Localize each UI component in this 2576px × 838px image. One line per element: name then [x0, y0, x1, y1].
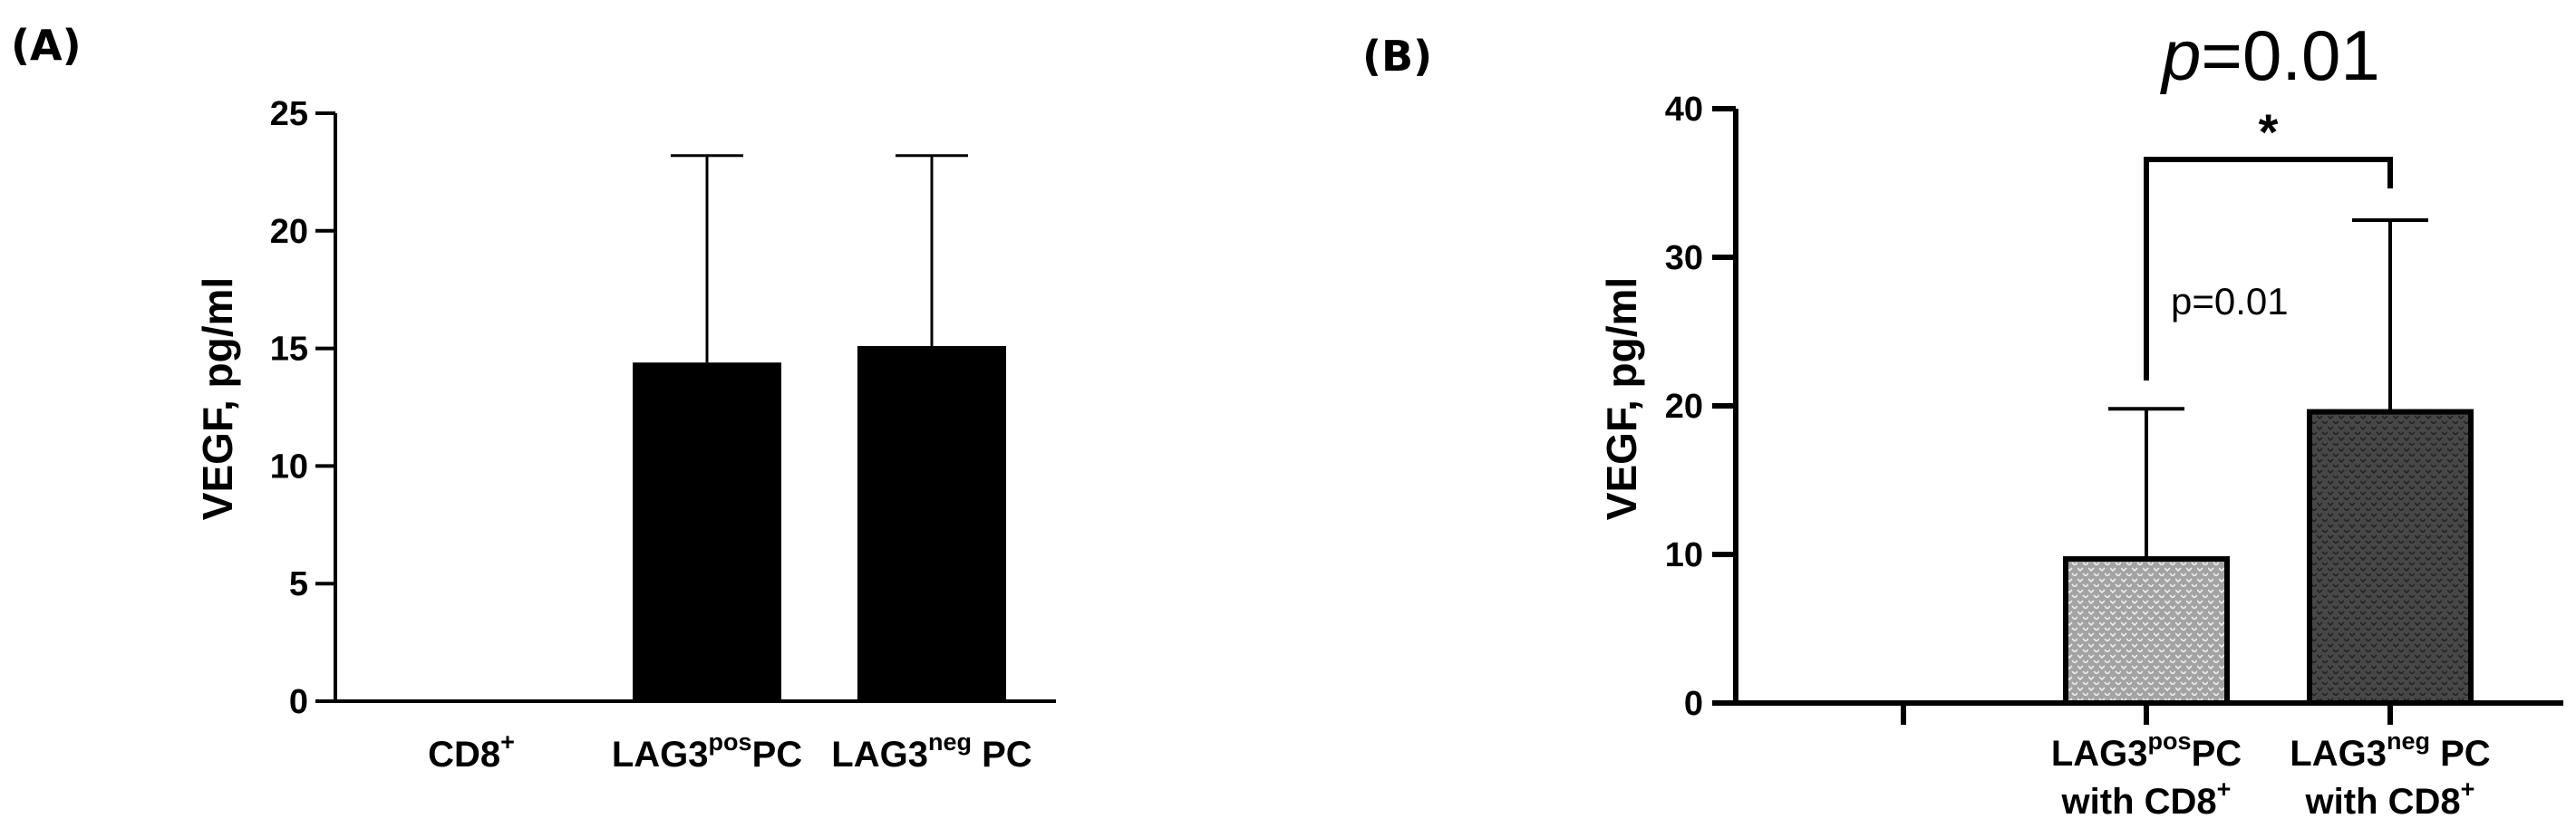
panel-a-category-label: LAG3neg PC: [831, 728, 1031, 775]
panel-b-category-sublabel: with CD8+: [2061, 775, 2232, 822]
panel-a-ytick-label: 25: [270, 95, 308, 133]
panel-a-ytick-label: 20: [270, 213, 308, 251]
panel-a-category-label: LAG3posPC: [612, 728, 802, 775]
panel-b-label: (B): [1362, 32, 1432, 81]
panel-b-bar: [2307, 409, 2474, 706]
panel-a-ytick-label: 10: [270, 448, 308, 486]
panel-a-bar: [633, 362, 781, 701]
panel-a-ytick-label: 0: [289, 683, 308, 721]
panel-a-label: (A): [11, 21, 82, 70]
panel-b-significance-star: *: [2259, 103, 2279, 160]
panel-b-significance-bracket: [2144, 157, 2393, 380]
panel-b-bar: [2063, 555, 2230, 706]
panel-a-ylabel: VEGF, pg/ml: [194, 277, 241, 520]
panel-a-bar: [857, 346, 1006, 701]
panel-b-ytick-label: 10: [1665, 536, 1703, 574]
panel-b-title-p: p: [2160, 15, 2201, 95]
panel-a-ytick-label: 15: [270, 331, 308, 369]
panel-b-significance-title: p=0.01: [2160, 15, 2380, 95]
panel-b-category-sublabel: with CD8+: [2305, 775, 2475, 822]
panel-a-ytick-label: 5: [289, 565, 308, 603]
panel-b-chart: p=0.01 VEGF, pg/ml 0 10 20 30 40 * p=0.01 LAG…: [1598, 15, 2563, 822]
panel-b-inline-p-value: p=0.01: [2171, 280, 2289, 323]
panel-b-ytick-label: 0: [1684, 685, 1703, 723]
panel-b-category-label: LAG3neg PC: [2290, 727, 2490, 774]
panel-a-chart: VEGF, pg/ml 0 5 10 15 20 25 CD8+ LAG3posPC LAG3…: [194, 95, 1056, 775]
panel-b-ytick-label: 20: [1665, 388, 1703, 426]
panel-b-title-value: =0.01: [2201, 15, 2379, 95]
panel-b-category-label: LAG3posPC: [2051, 727, 2242, 774]
panel-b-ylabel: VEGF, pg/ml: [1598, 277, 1645, 520]
panel-b-ytick-label: 30: [1665, 239, 1703, 277]
panel-a-category-label: CD8+: [428, 728, 515, 775]
panel-b-ytick-label: 40: [1665, 91, 1703, 129]
